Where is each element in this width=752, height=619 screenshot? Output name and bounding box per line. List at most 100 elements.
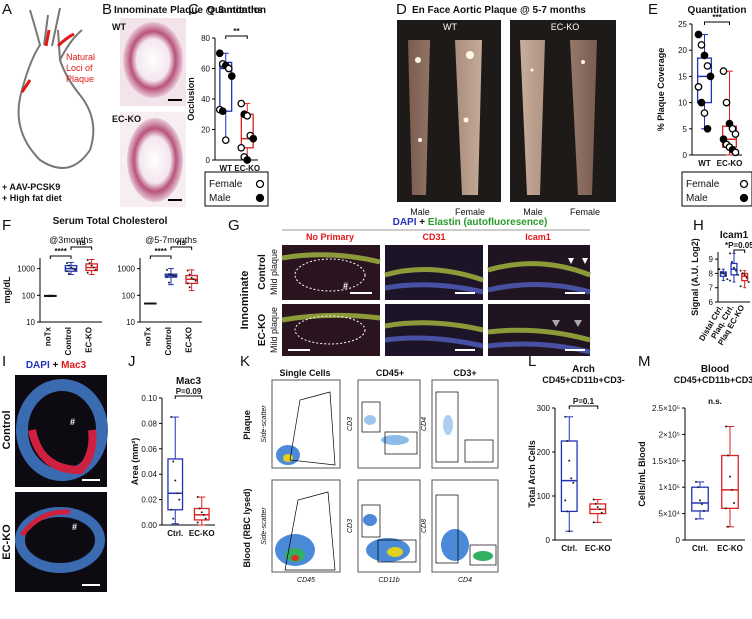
x-tick-label: EC-KO xyxy=(85,327,94,353)
data-point xyxy=(70,266,72,269)
data-point xyxy=(719,67,728,76)
y-tick-label: 100 xyxy=(122,291,136,300)
data-point xyxy=(227,72,236,80)
panel-letter: L xyxy=(528,353,536,370)
flow-axis-label: CD3 xyxy=(347,519,354,533)
data-point xyxy=(596,506,599,508)
significance-bracket xyxy=(170,246,193,250)
y-tick-label: 8 xyxy=(709,269,714,278)
data-point xyxy=(697,486,699,489)
y-tick-label: 0.00 xyxy=(141,521,157,530)
data-point xyxy=(726,278,729,281)
y-tick-label: 1000 xyxy=(117,265,135,274)
row-label: Control xyxy=(257,254,268,290)
y-axis-label: Signal (A.U. Log2) xyxy=(690,238,700,316)
data-point xyxy=(735,269,737,272)
x-tick-label: Ctrl. xyxy=(167,529,183,538)
y-tick-label: 100 xyxy=(537,492,551,501)
data-point xyxy=(722,272,725,275)
data-point xyxy=(196,496,199,499)
panel-letter: G xyxy=(228,217,240,234)
data-point xyxy=(727,525,729,528)
y-axis-label: % Plaque Coverage xyxy=(656,48,666,132)
significance-label: **** xyxy=(154,247,167,256)
chart-subtitle: CD45+CD11b+CD3- xyxy=(542,375,625,385)
data-point xyxy=(737,273,739,276)
data-point xyxy=(570,477,573,480)
y-tick-label: 2×10⁵ xyxy=(659,430,680,439)
tissue-label: Innominate xyxy=(239,271,251,330)
panel-k: K Single Cells CD45+ CD3+ Plaque Blood (… xyxy=(240,353,499,584)
x-tick-label: noTx xyxy=(43,326,52,346)
data-point xyxy=(174,275,176,278)
data-point xyxy=(215,49,224,58)
data-point xyxy=(68,264,70,267)
y-tick-label: 40 xyxy=(201,95,210,104)
y-tick-label: 60 xyxy=(201,65,210,74)
legend-label: Female xyxy=(686,179,720,190)
sample-label: Female xyxy=(455,207,485,217)
data-point xyxy=(568,530,571,533)
data-point xyxy=(186,269,189,272)
flow-axis-label: Side-scatter xyxy=(261,507,268,545)
annotation: Plaque xyxy=(66,74,94,84)
panel-letter: H xyxy=(693,217,704,234)
legend-label: Male xyxy=(209,193,231,204)
row-label: EC-KO xyxy=(112,114,141,124)
data-point xyxy=(594,502,597,505)
stain: DAPI xyxy=(26,360,50,371)
column-label: CD31 xyxy=(422,232,445,242)
stain: DAPI xyxy=(393,217,417,228)
y-tick-label: 80 xyxy=(201,34,210,43)
data-point xyxy=(703,509,705,512)
y-tick-label: 1×10⁵ xyxy=(659,483,680,492)
data-point xyxy=(592,521,595,524)
row-label: EC-KO xyxy=(1,524,13,560)
row-label: Mild plaque xyxy=(269,307,279,353)
row-label: Plaque xyxy=(242,410,252,440)
data-point xyxy=(166,276,168,279)
row-label: EC-KO xyxy=(257,314,268,346)
data-point xyxy=(224,64,233,73)
plaque-spots xyxy=(415,51,585,142)
data-point xyxy=(727,454,729,457)
panel-letter: A xyxy=(2,1,12,18)
data-point xyxy=(747,281,750,283)
panel-letter: J xyxy=(128,353,136,370)
data-point xyxy=(572,481,575,484)
data-point xyxy=(170,273,172,276)
column-label: No Primary xyxy=(306,232,354,242)
sample-label: Female xyxy=(570,207,600,217)
data-point xyxy=(200,511,203,514)
box xyxy=(691,486,709,512)
data-point xyxy=(564,499,567,502)
y-tick-label: 25 xyxy=(678,20,687,29)
legend-box xyxy=(681,171,752,207)
y-tick-label: 0.08 xyxy=(141,419,157,428)
data-point xyxy=(166,268,168,271)
significance-bracket xyxy=(149,255,172,259)
y-axis-label: Cells/mL Blood xyxy=(637,441,647,506)
legend-label: Female xyxy=(209,179,243,190)
data-point xyxy=(188,286,191,289)
y-tick-label: 1.5×10⁵ xyxy=(652,457,680,466)
x-tick-label: EC-KO xyxy=(189,529,215,538)
y-tick-label: 0.06 xyxy=(141,445,157,454)
x-tick-label: WT xyxy=(220,164,233,173)
legend-marker xyxy=(255,179,265,189)
flow-density xyxy=(275,415,493,566)
significance-bracket xyxy=(225,35,248,39)
chart-subtitle: CD45+CD11b+CD3- xyxy=(674,375,752,385)
chart-title: Serum Total Cholesterol xyxy=(53,216,168,227)
data-point xyxy=(731,488,733,491)
flow-axis-label: CD11b xyxy=(378,577,399,584)
data-point xyxy=(168,273,170,276)
data-point xyxy=(725,425,727,428)
data-point xyxy=(186,282,189,285)
axis-labels: Side-scatter CD3 CD4 Side-scatter CD3 CD… xyxy=(261,405,472,584)
y-tick-label: 6 xyxy=(709,298,714,307)
data-point xyxy=(700,109,709,117)
data-point xyxy=(243,111,252,120)
fluorescence-images xyxy=(281,245,591,356)
